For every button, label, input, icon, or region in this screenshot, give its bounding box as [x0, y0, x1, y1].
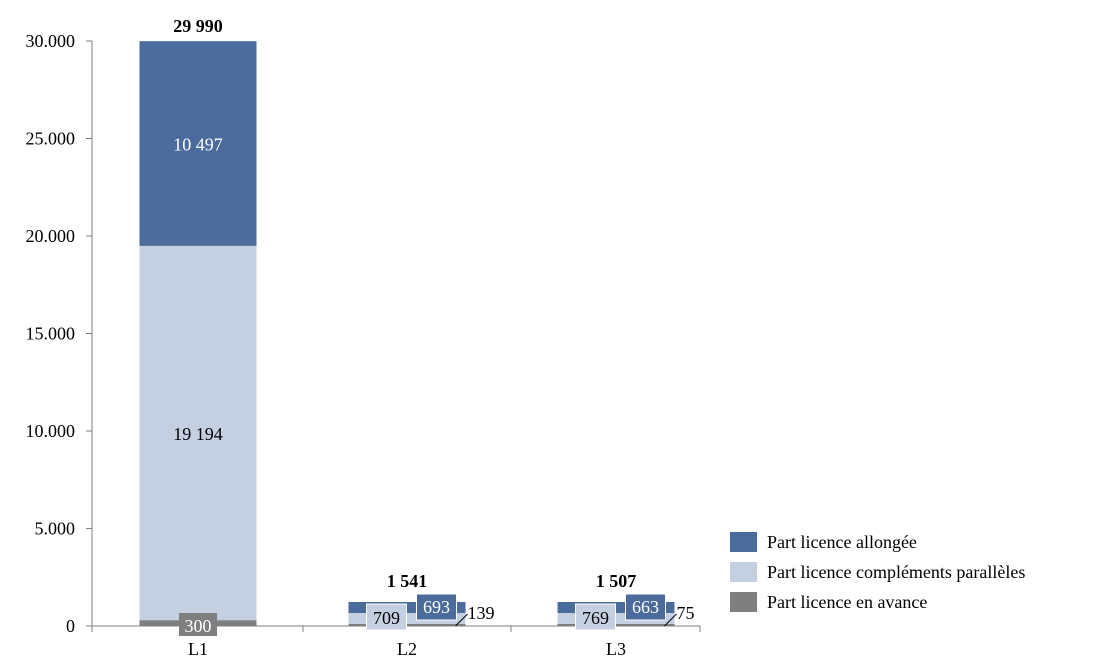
data-label-complements: 769 — [582, 608, 609, 628]
x-tick-label: L2 — [397, 639, 417, 659]
legend-label: Part licence en avance — [767, 592, 927, 612]
y-tick-label: 0 — [66, 616, 75, 636]
total-label: 1 507 — [596, 571, 637, 591]
legend-label: Part licence compléments parallèles — [767, 562, 1025, 582]
legend-swatch — [730, 592, 757, 612]
data-label-allongee: 663 — [632, 597, 659, 617]
leader-line — [664, 613, 677, 627]
y-tick-label: 15.000 — [26, 324, 76, 344]
leader-line — [455, 613, 468, 627]
y-tick-label: 10.000 — [26, 421, 76, 441]
data-label-box-complements — [366, 604, 407, 630]
data-label-box-avance — [179, 613, 217, 636]
y-tick-label: 5.000 — [35, 519, 76, 539]
legend-swatch — [730, 562, 757, 582]
data-label-box-border — [416, 593, 457, 621]
data-label-avance: 300 — [185, 616, 212, 636]
data-label-allongee: 10 497 — [173, 135, 223, 155]
data-label-complements: 709 — [373, 608, 400, 628]
data-label-box-border — [575, 603, 616, 631]
data-label-allongee: 693 — [423, 597, 450, 617]
bar-segment-allongee — [139, 41, 257, 246]
legend-swatch — [730, 532, 757, 552]
data-label-box-border — [625, 593, 666, 621]
data-label-box-allongee — [416, 594, 457, 620]
total-label: 1 541 — [387, 571, 428, 591]
data-label-box-allongee — [625, 594, 666, 620]
data-label-box-border — [366, 603, 407, 631]
x-tick-label: L3 — [606, 639, 626, 659]
bar-segment-complements — [139, 245, 257, 621]
data-label-avance: 139 — [468, 603, 495, 623]
data-label-avance: 75 — [677, 603, 695, 623]
total-label: 29 990 — [173, 16, 223, 36]
x-tick-label: L1 — [188, 639, 208, 659]
y-tick-label: 25.000 — [26, 129, 76, 149]
data-label-box-complements — [575, 604, 616, 630]
y-tick-label: 30.000 — [26, 31, 76, 51]
legend-label: Part licence allongée — [767, 532, 917, 552]
data-label-complements: 19 194 — [173, 424, 223, 444]
y-tick-label: 20.000 — [26, 226, 76, 246]
